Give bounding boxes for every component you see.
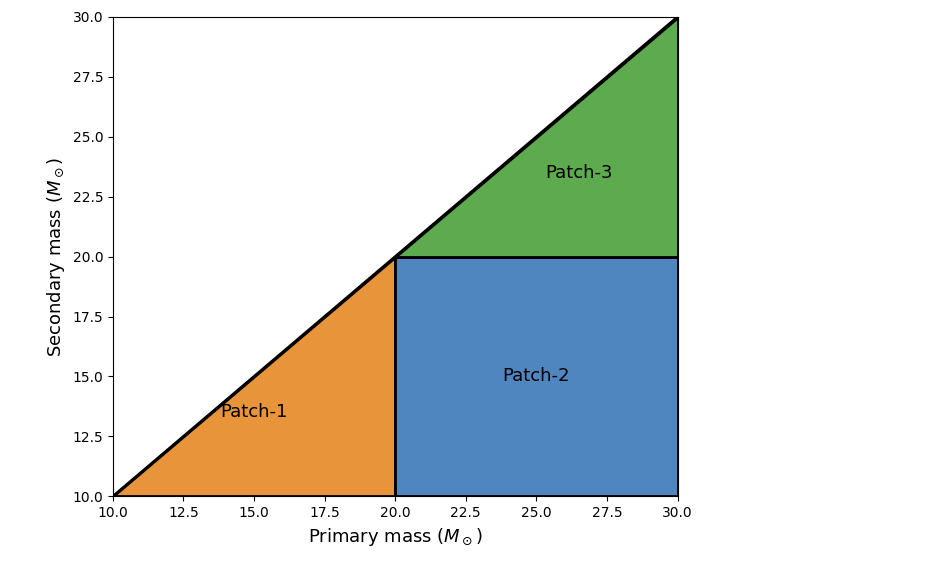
Text: Patch-1: Patch-1 [220,403,288,421]
Y-axis label: Secondary mass ($M_\odot$): Secondary mass ($M_\odot$) [45,157,67,356]
Text: Patch-3: Patch-3 [545,164,613,182]
Text: Patch-2: Patch-2 [502,368,570,385]
Polygon shape [395,257,678,496]
X-axis label: Primary mass ($M_\odot$): Primary mass ($M_\odot$) [308,526,483,548]
Polygon shape [395,17,678,257]
Polygon shape [113,257,395,496]
